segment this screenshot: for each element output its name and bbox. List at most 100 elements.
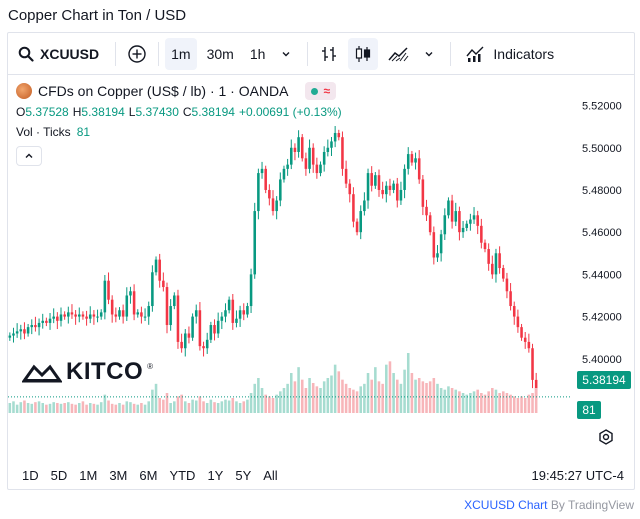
candle	[439, 234, 443, 254]
volume-bar	[531, 393, 534, 413]
volume-bar	[458, 391, 461, 413]
candle	[165, 287, 169, 326]
volume-bar	[527, 394, 531, 413]
volume-bar	[169, 403, 172, 413]
interval-1h-button[interactable]: 1h	[249, 45, 266, 62]
candle	[121, 310, 125, 317]
bar-style-button[interactable]	[314, 38, 344, 70]
gear-icon[interactable]	[597, 428, 615, 446]
interval-30m-button[interactable]: 30m	[206, 45, 234, 62]
candle	[297, 137, 300, 152]
candle	[480, 225, 483, 243]
volume-bar	[235, 401, 238, 413]
candle	[293, 147, 297, 152]
range-3m-button[interactable]: 3M	[109, 467, 128, 483]
volume-bar	[501, 391, 505, 413]
volume-bar	[205, 403, 209, 413]
volume-bar	[403, 369, 406, 413]
range-1m-button[interactable]: 1M	[79, 467, 98, 483]
range-5y-button[interactable]: 5Y	[235, 467, 252, 483]
candle	[242, 310, 246, 315]
volume-bar	[253, 383, 257, 413]
area-style-button[interactable]	[384, 38, 414, 70]
candle	[260, 168, 264, 174]
volume-bar	[322, 381, 326, 413]
candle	[469, 219, 472, 224]
volume-bar	[337, 371, 341, 413]
volume-bar	[443, 389, 447, 413]
chart-widget[interactable]: XCUUSD 1m 30m 1h	[7, 32, 635, 490]
symbol-search-button[interactable]: XCUUSD	[8, 38, 109, 70]
series-title[interactable]: CFDs on Copper (US$ / lb) · 1 · OANDA	[38, 83, 289, 99]
volume-bar	[151, 389, 154, 413]
candle	[220, 316, 224, 321]
candle	[173, 295, 176, 307]
volume-bar	[249, 393, 253, 413]
volume-bar	[187, 403, 191, 413]
price-chart[interactable]: 5.52000 5.50000 5.48000 5.46000 5.44000 5.420…	[8, 75, 634, 451]
candle	[52, 316, 55, 319]
range-5d-button[interactable]: 5D	[50, 467, 68, 483]
candle	[26, 327, 30, 334]
candle	[388, 185, 392, 190]
interval-1m-button[interactable]: 1m	[165, 37, 197, 70]
candle	[491, 263, 494, 275]
volume-bar	[114, 404, 118, 413]
indicators-button[interactable]: Indicators	[457, 38, 562, 70]
kitco-watermark: KITCO ®	[22, 358, 153, 386]
volume-bar	[85, 404, 88, 413]
candles-icon	[356, 45, 371, 62]
candle	[268, 189, 271, 199]
volume-bar	[191, 399, 194, 413]
range-all-button[interactable]: All	[263, 467, 278, 483]
chart-type-dropdown-button[interactable]	[414, 38, 444, 70]
symbol-label: XCUUSD	[40, 45, 100, 62]
volume-bar	[48, 403, 52, 413]
volume-bar	[23, 400, 26, 413]
volume-bar	[67, 402, 70, 413]
candles-style-button[interactable]	[348, 37, 379, 70]
range-1y-button[interactable]: 1Y	[207, 467, 224, 483]
volume-bar	[311, 383, 315, 413]
volume-bar	[19, 402, 23, 413]
volume-bar	[103, 394, 107, 413]
candle	[59, 314, 63, 321]
candle	[417, 158, 421, 180]
volume-bar	[392, 373, 395, 413]
candle	[454, 211, 458, 222]
volume-bar	[88, 403, 92, 413]
candle	[352, 194, 355, 222]
candle	[257, 173, 260, 212]
candle	[12, 333, 15, 336]
candle	[458, 211, 461, 233]
volume-bar	[436, 383, 439, 413]
interval-dropdown-button[interactable]	[271, 38, 301, 70]
compare-symbol-button[interactable]	[122, 38, 152, 70]
range-6m-button[interactable]: 6M	[139, 467, 158, 483]
candle	[129, 291, 132, 296]
volume-bar	[275, 394, 278, 413]
range-ytd-button[interactable]: YTD	[169, 467, 196, 483]
candle	[99, 312, 103, 317]
volume-bar	[480, 393, 483, 413]
volume-bar	[425, 383, 428, 413]
collapse-legend-button[interactable]	[16, 146, 42, 166]
market-status-badge[interactable]: ≈	[304, 82, 337, 100]
volume-bar	[476, 389, 479, 413]
volume-bar	[224, 399, 227, 413]
range-1d-button[interactable]: 1D	[22, 467, 39, 483]
volume-bar	[483, 394, 487, 413]
volume-bar	[388, 361, 392, 413]
candle	[348, 183, 352, 195]
volume-bar	[319, 388, 322, 413]
volume-bar	[509, 394, 512, 413]
candle	[209, 325, 213, 340]
candle	[527, 341, 531, 349]
candle	[286, 164, 289, 169]
symbol-chart-link[interactable]: XCUUSD Chart	[464, 498, 548, 512]
volume-label[interactable]: Vol · Ticks	[16, 125, 71, 139]
volume-bar	[264, 394, 267, 413]
candle	[19, 329, 23, 332]
clock-readout[interactable]: 19:45:27 UTC-4	[531, 467, 625, 483]
candle	[70, 312, 74, 315]
